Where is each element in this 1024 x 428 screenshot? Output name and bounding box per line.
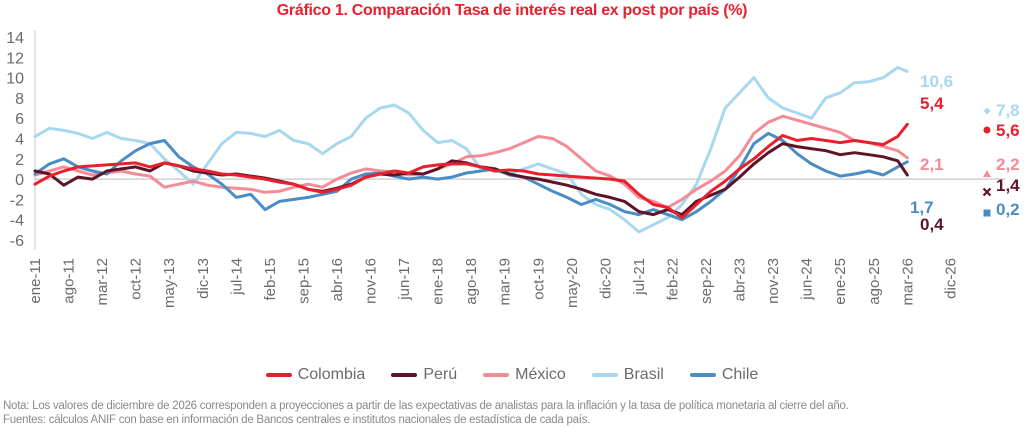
legend-label: Colombia bbox=[297, 366, 366, 383]
x-stroke bbox=[982, 187, 992, 197]
projection-marker-triangle bbox=[983, 170, 991, 177]
y-tick-label: -4 bbox=[10, 213, 24, 230]
x-tick-label: abr-23 bbox=[732, 258, 749, 301]
x-tick-label: feb-22 bbox=[664, 258, 681, 301]
projection-label: 1,4 bbox=[996, 176, 1020, 195]
projection-marker-circle bbox=[983, 126, 991, 134]
x-tick-label: jun-17 bbox=[396, 258, 413, 301]
legend-item-chile[interactable]: Chile bbox=[689, 366, 759, 384]
projection-label: 7,8 bbox=[996, 101, 1020, 120]
x-tick-label: oct-19 bbox=[530, 258, 547, 300]
y-tick-label: -2 bbox=[10, 192, 24, 209]
x-tick-label: nov-16 bbox=[363, 258, 380, 304]
legend-item-colombia[interactable]: Colombia bbox=[265, 366, 366, 384]
x-tick-label: ene-11 bbox=[27, 258, 44, 304]
projection-marker-diamond bbox=[983, 107, 991, 115]
legend-label: México bbox=[515, 366, 566, 383]
projection-label: 5,6 bbox=[996, 121, 1020, 140]
series-line-chile bbox=[33, 131, 909, 222]
x-tick-label: may-13 bbox=[161, 258, 178, 308]
y-tick-label: 2 bbox=[15, 152, 24, 169]
x-tick-label: oct-12 bbox=[128, 258, 145, 300]
legend-swatch bbox=[689, 373, 716, 377]
note-text: Nota: Los valores de diciembre de 2026 c… bbox=[3, 400, 849, 412]
legend-item-peru[interactable]: Perú bbox=[391, 366, 457, 384]
x-tick-label: ago-25 bbox=[866, 258, 883, 305]
x-axis: ene-11 ago-11 mar-12 oct-12 may-13 dic-13 jul-… bbox=[27, 258, 959, 308]
legend-swatch bbox=[483, 373, 510, 377]
y-tick-label: 6 bbox=[15, 111, 24, 128]
legend-label: Chile bbox=[721, 366, 759, 383]
x-tick-label: mar-12 bbox=[94, 258, 111, 306]
series-line-colombia bbox=[33, 122, 909, 220]
x-tick-label: mar-19 bbox=[497, 258, 514, 306]
x-tick-label: nov-23 bbox=[765, 258, 782, 304]
end-label: 5,4 bbox=[920, 94, 944, 113]
x-tick-label: mar-26 bbox=[899, 258, 916, 306]
y-tick-label: 8 bbox=[15, 91, 24, 108]
legend-swatch bbox=[391, 373, 418, 377]
series-line-brasil bbox=[33, 66, 909, 234]
legend-swatch bbox=[591, 373, 618, 377]
end-labels: 5,4 0,4 2,1 10,6 1,7 bbox=[910, 72, 953, 234]
series-line-méxico bbox=[33, 114, 909, 209]
series-lines bbox=[33, 66, 909, 234]
projection-markers: 5,6 1,4 2,2 7,8 0,2 bbox=[982, 101, 1020, 219]
projection-marker-square bbox=[983, 209, 991, 217]
x-tick-label: dic-20 bbox=[597, 258, 614, 299]
y-tick-label: 12 bbox=[6, 50, 24, 67]
legend-label: Perú bbox=[423, 366, 458, 383]
end-label: 2,1 bbox=[920, 155, 944, 174]
chart-title: Gráfico 1. Comparación Tasa de interés r… bbox=[276, 2, 748, 19]
y-axis: 14 12 10 8 6 4 2 0 -2 -4 -6 bbox=[6, 30, 36, 250]
y-tick-label: 4 bbox=[15, 132, 24, 149]
x-tick-label: abr-16 bbox=[329, 258, 346, 301]
x-tick-label: dic-26 bbox=[942, 258, 959, 299]
legend-label: Brasil bbox=[623, 366, 664, 383]
sources-text: Fuentes: cálculos ANIF con base en infor… bbox=[3, 414, 591, 426]
x-tick-label: ene-25 bbox=[832, 258, 849, 305]
y-tick-label: -6 bbox=[10, 233, 24, 250]
x-tick-label: jul-14 bbox=[228, 258, 245, 296]
x-tick-label: ago-18 bbox=[463, 258, 480, 305]
legend-item-brasil[interactable]: Brasil bbox=[591, 366, 664, 384]
x-tick-label: may-20 bbox=[564, 258, 581, 308]
end-label: 10,6 bbox=[920, 72, 953, 91]
projection-marker-x bbox=[982, 187, 992, 197]
x-tick-label: ene-18 bbox=[430, 258, 447, 305]
y-tick-label: 10 bbox=[6, 71, 24, 88]
end-label: 1,7 bbox=[910, 198, 934, 217]
projection-label: 0,2 bbox=[996, 200, 1020, 219]
end-label: 0,4 bbox=[920, 215, 944, 234]
legend-swatch bbox=[265, 373, 292, 377]
y-tick-label: 14 bbox=[6, 30, 24, 47]
legend-item-mexico[interactable]: México bbox=[483, 366, 566, 384]
x-tick-label: ago-11 bbox=[61, 258, 78, 304]
x-tick-label: feb-15 bbox=[262, 258, 279, 301]
x-tick-label: dic-13 bbox=[195, 258, 212, 299]
projection-label: 2,2 bbox=[996, 155, 1020, 174]
x-tick-label: sep-15 bbox=[295, 258, 312, 304]
x-tick-label: jul-21 bbox=[631, 258, 648, 296]
x-tick-label: sep-22 bbox=[698, 258, 715, 304]
y-tick-label: 0 bbox=[15, 172, 24, 189]
line-chart: 14 12 10 8 6 4 2 0 -2 -4 -6 ene-11 ago-11 mar-12 oct-… bbox=[6, 30, 1020, 308]
x-tick-label: jun-24 bbox=[799, 258, 816, 301]
legend: Colombia Perú México Brasil Chile bbox=[0, 366, 1024, 384]
